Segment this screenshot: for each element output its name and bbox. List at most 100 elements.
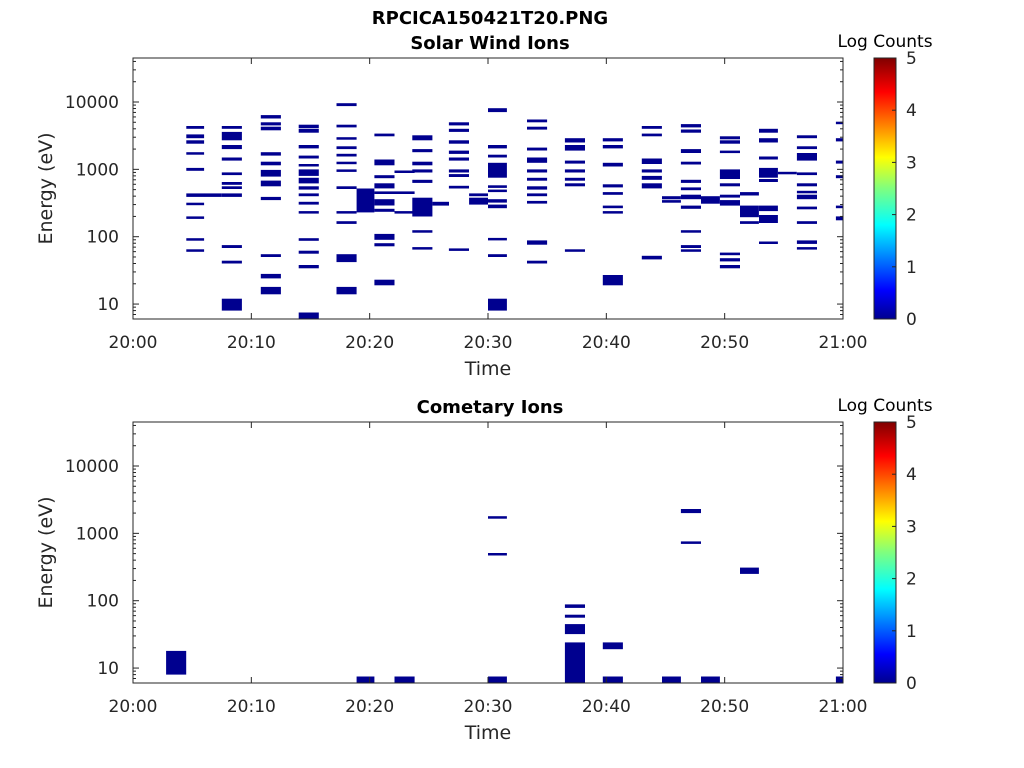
spectrogram-cell — [564, 604, 585, 608]
spectrogram-cell — [221, 245, 242, 248]
spectrogram-cell — [641, 255, 662, 260]
x-tick-label: 20:20 — [345, 697, 394, 717]
spectrogram-cell — [469, 193, 488, 197]
spectrogram-cell — [680, 205, 701, 209]
spectrogram-cell — [759, 241, 778, 244]
spectrogram-cell — [719, 183, 740, 187]
colorbar-gradient — [873, 57, 897, 320]
spectrogram-cell — [602, 642, 623, 650]
y-tick-label: 100 — [87, 592, 119, 612]
spectrogram-cell — [602, 205, 623, 209]
colorbar-label: Log Counts — [837, 396, 932, 416]
spectrogram-cell — [527, 147, 548, 151]
spectrogram-cell — [336, 124, 357, 128]
x-tick-label: 20:30 — [464, 697, 513, 717]
colorbar-tick-label: 3 — [906, 517, 917, 537]
spectrogram-cell — [662, 676, 681, 683]
spectrogram-cell — [394, 191, 415, 194]
spectrogram-cell — [564, 169, 585, 173]
spectrogram-cell — [602, 138, 623, 142]
spectrogram-cell — [680, 249, 701, 252]
spectrogram-cell — [488, 204, 507, 209]
panel-title: Solar Wind Ions — [410, 33, 569, 54]
spectrogram-cell — [260, 273, 281, 279]
spectrogram-cell — [298, 265, 319, 269]
spectrogram-cell — [641, 169, 662, 173]
spectrogram-cell — [221, 145, 242, 150]
spectrogram-cell — [298, 124, 319, 129]
spectrogram-cell — [374, 208, 395, 212]
spectrogram-cell — [298, 211, 319, 214]
y-axis-label: Energy (eV) — [35, 496, 57, 608]
spectrogram-cell — [488, 553, 507, 556]
spectrogram-cell — [336, 221, 357, 224]
spectrogram-cell — [394, 676, 415, 683]
spectrogram-cell — [412, 135, 433, 141]
spectrogram-cell — [759, 167, 778, 178]
spectrogram-cell — [835, 676, 843, 683]
spectrogram-cell — [336, 186, 357, 189]
spectrogram-cell — [564, 138, 585, 143]
spectrogram-cell — [719, 150, 740, 154]
y-tick-label: 100 — [87, 228, 119, 248]
y-tick-label: 1000 — [76, 160, 119, 180]
spectrogram-cell — [680, 245, 701, 248]
spectrogram-cell — [394, 170, 415, 173]
spectrogram-cell — [412, 161, 433, 166]
x-tick-label: 21:00 — [819, 697, 868, 717]
spectrogram-cell — [412, 149, 433, 153]
colorbar-tick-label: 2 — [906, 206, 917, 226]
cometary-panel: Cometary Ions 20:00 20:10 20:20 20:30 20:40 2… — [35, 396, 933, 744]
spectrogram-cell — [488, 185, 507, 188]
spectrogram-cell — [835, 175, 843, 179]
spectrogram-cell — [221, 193, 242, 197]
spectrogram-cell — [336, 169, 357, 172]
colorbar-gradient — [873, 421, 897, 684]
spectrogram-cell — [719, 194, 740, 198]
spectrogram-cell — [641, 158, 662, 164]
spectrogram-cell — [488, 298, 507, 311]
spectrogram-cell — [759, 205, 778, 212]
spectrogram-cell — [680, 124, 701, 128]
spectrogram-cell — [680, 161, 701, 165]
spectrogram-cell — [204, 193, 222, 197]
spectrogram-cell — [412, 230, 433, 233]
spectrogram-cell — [260, 286, 281, 295]
spectrogram-cell — [602, 192, 623, 195]
spectrogram-cell — [298, 155, 319, 159]
spectrogram-cell — [680, 194, 701, 200]
x-axis-ticks: 20:00 20:10 20:20 20:30 20:40 20:50 21:00 — [109, 422, 868, 717]
spectrogram-cell — [680, 149, 701, 153]
spectrogram-cell — [298, 201, 319, 205]
x-tick-label: 20:00 — [109, 697, 158, 717]
y-tick-label: 1000 — [76, 524, 119, 544]
colorbar-tick-label: 0 — [906, 310, 917, 330]
spectrogram-cell — [336, 286, 357, 295]
x-tick-label: 20:10 — [227, 333, 276, 353]
spectrogram-cells — [186, 103, 843, 319]
spectrogram-cell — [488, 237, 507, 241]
spectrogram-cell — [564, 614, 585, 618]
spectrogram-cell — [680, 179, 701, 183]
spectrogram-cell — [564, 177, 585, 181]
spectrogram-cell — [448, 122, 469, 126]
spectrogram-cell — [186, 126, 205, 129]
spectrogram-cell — [564, 183, 585, 187]
spectrogram-cell — [298, 164, 319, 167]
spectrogram-cell — [759, 156, 778, 160]
spectrogram-cell — [221, 157, 242, 161]
spectrogram-cell — [777, 171, 797, 175]
spectrogram-cell — [221, 131, 242, 141]
spectrogram-cell — [527, 186, 548, 190]
spectrogram-cell — [796, 146, 817, 150]
spectrogram-cell — [448, 174, 469, 177]
spectrogram-cell — [448, 140, 469, 144]
y-tick-label: 10 — [97, 295, 119, 315]
spectrogram-cell — [488, 676, 507, 683]
spectrogram-cell — [186, 249, 205, 252]
x-tick-label: 20:00 — [109, 333, 158, 353]
spectrogram-cell — [759, 179, 778, 182]
spectrogram-cell — [701, 196, 720, 204]
colorbar-tick-label: 1 — [906, 622, 917, 642]
spectrogram-cell — [602, 676, 623, 683]
